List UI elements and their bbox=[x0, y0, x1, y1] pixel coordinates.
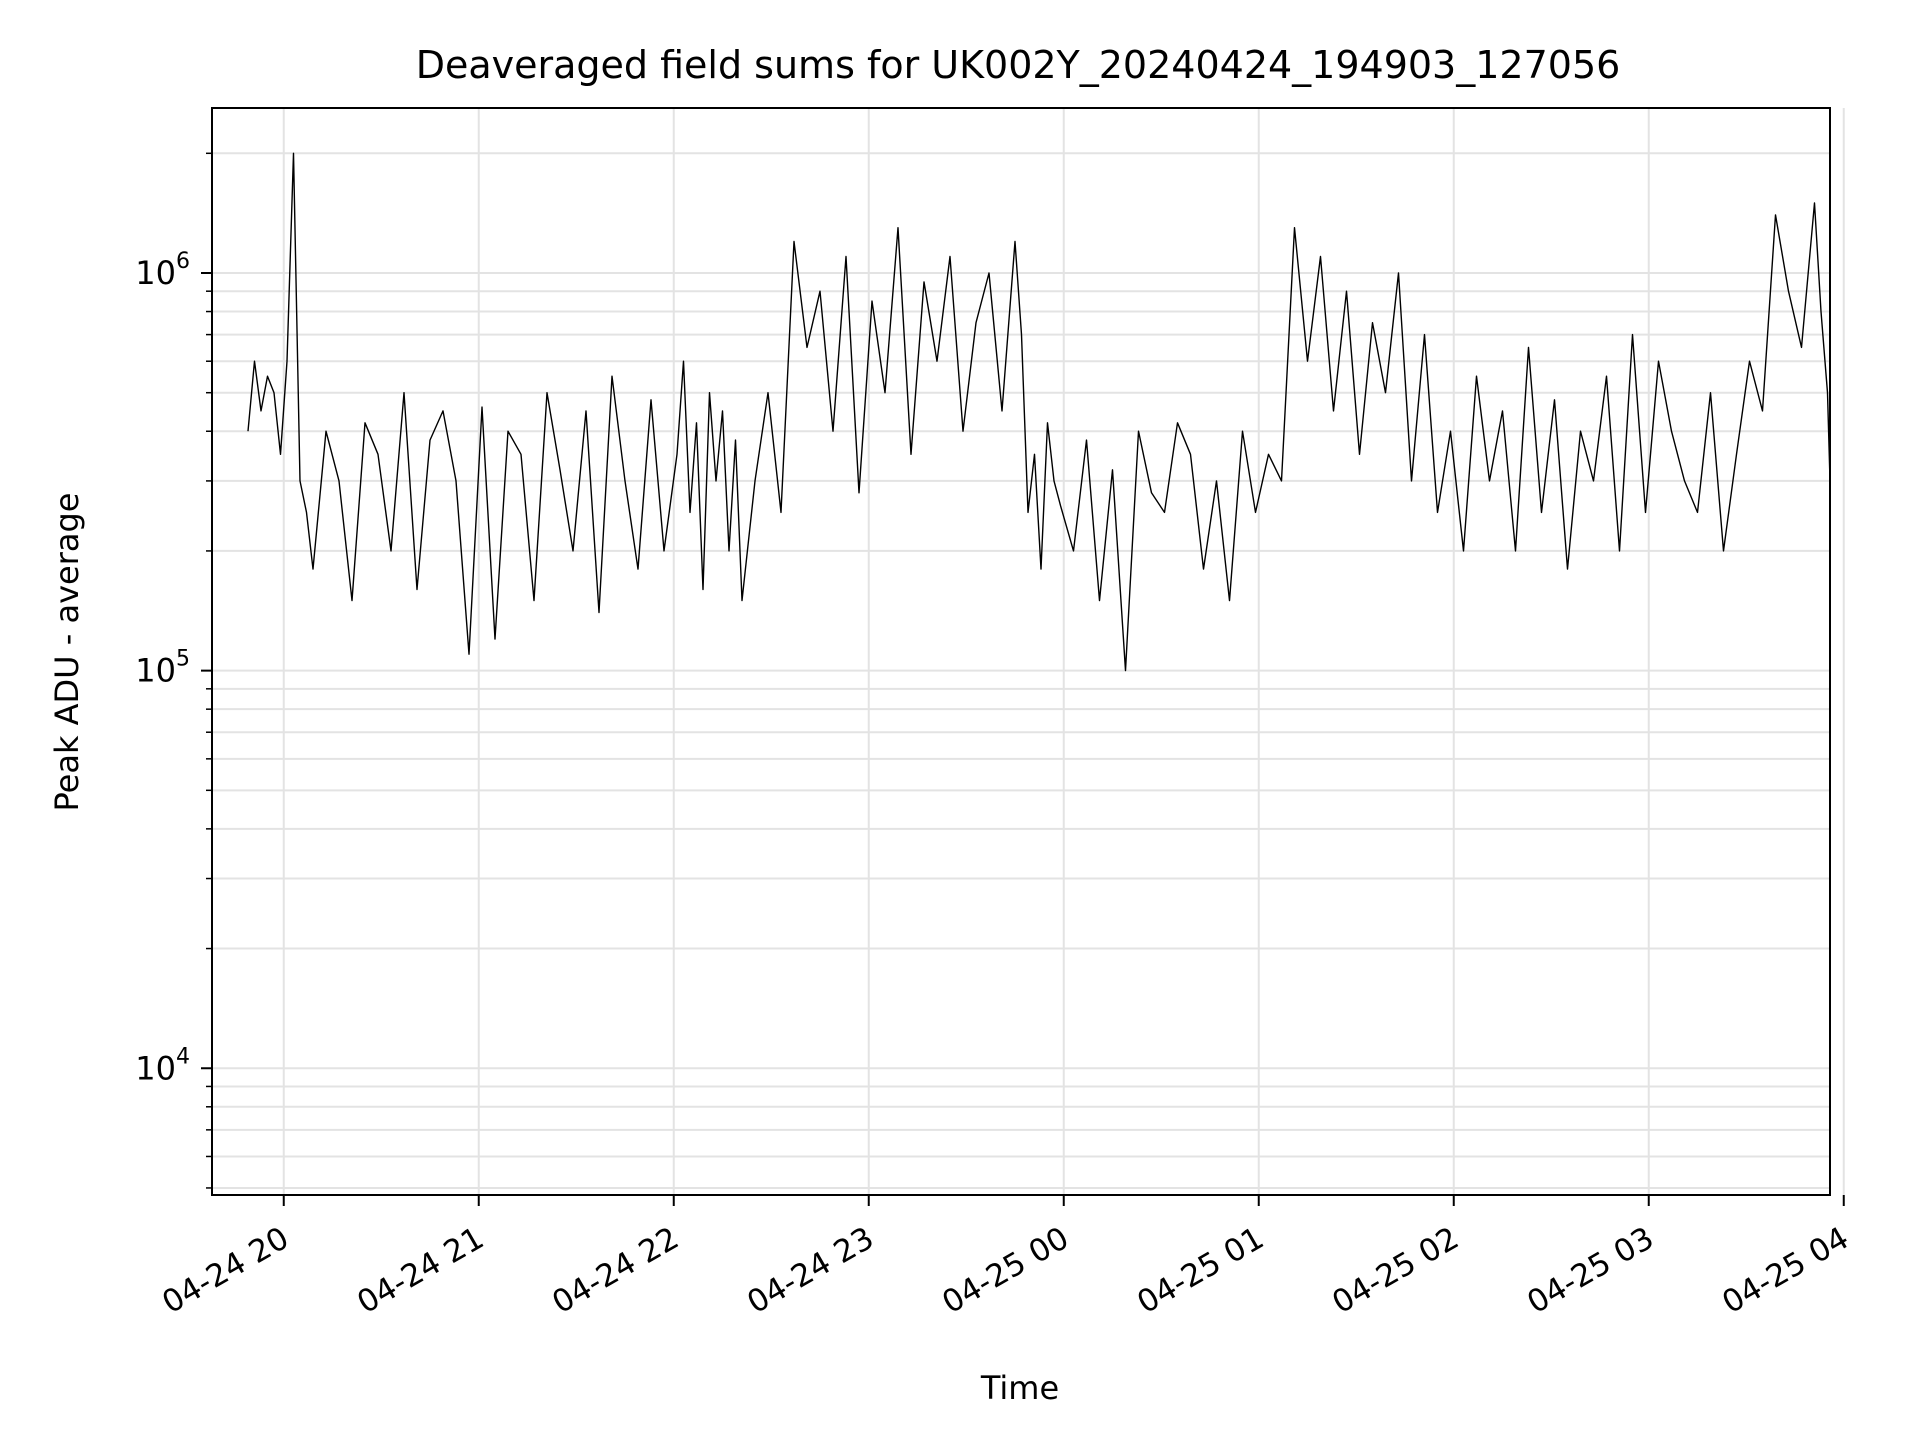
x-tick-label: 04-25 00 bbox=[936, 1220, 1075, 1321]
x-tick-label: 04-25 03 bbox=[1521, 1220, 1660, 1321]
y-tick-label: 105 bbox=[135, 647, 190, 690]
x-tick-label: 04-24 21 bbox=[351, 1220, 490, 1321]
y-axis-ticks: 104 105 106 bbox=[135, 152, 212, 1189]
x-tick-label: 04-25 01 bbox=[1131, 1220, 1270, 1321]
x-tick-label: 04-24 22 bbox=[546, 1220, 685, 1321]
data-series bbox=[247, 152, 1831, 1130]
x-axis-ticks: 04-24 20 04-24 21 04-24 22 04-24 23 04-25 00… bbox=[156, 1195, 1855, 1321]
x-tick-label: 04-25 04 bbox=[1716, 1220, 1855, 1321]
series-line bbox=[247, 152, 1831, 1130]
plot-frame bbox=[211, 107, 1831, 1196]
y-axis-label: Peak ADU - average bbox=[48, 493, 86, 812]
x-tick-label: 04-24 20 bbox=[156, 1220, 295, 1321]
x-axis-label: Time bbox=[980, 1369, 1059, 1407]
x-tick-label: 04-25 02 bbox=[1326, 1220, 1465, 1321]
y-tick-label: 104 bbox=[135, 1044, 190, 1087]
grid-lines bbox=[212, 108, 1845, 1195]
chart-title: Deaveraged field sums for UK002Y_2024042… bbox=[416, 43, 1621, 87]
x-tick-label: 04-24 23 bbox=[741, 1220, 880, 1321]
y-tick-label: 106 bbox=[135, 249, 190, 292]
